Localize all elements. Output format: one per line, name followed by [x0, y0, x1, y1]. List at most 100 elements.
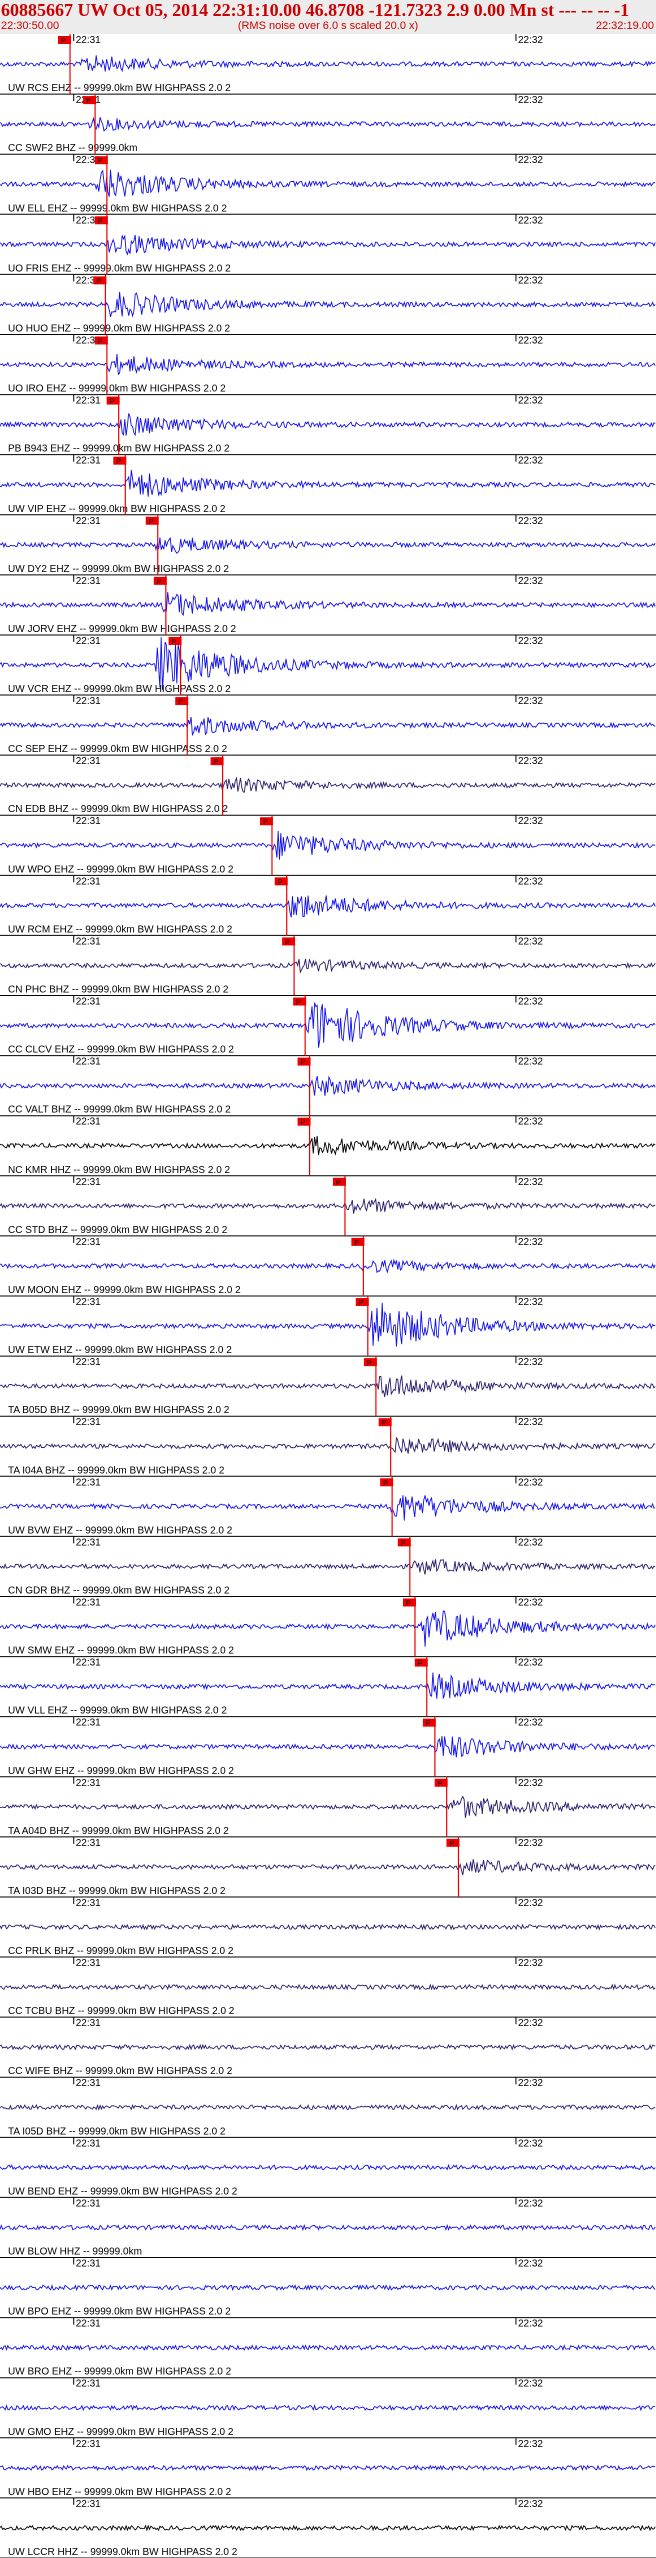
start-time-label: 22:30:50.00	[1, 20, 60, 32]
station-label: UW BLOW HHZ -- 99999.0km	[8, 2247, 142, 2258]
station-label: NC KMR HHZ -- 99999.0km BW HIGHPASS 2.0 …	[8, 1165, 231, 1176]
tick-label: 22:32	[518, 1898, 543, 1909]
trace-row: 22:31 22:32 UW BPO EHZ -- 99999.0km BW HIG…	[0, 2257, 656, 2319]
trace-row: 22:31 22:32 UO HUO EHZ -- 99999.0km BW HIG…	[0, 274, 656, 335]
tick-label: 22:32	[518, 2379, 543, 2390]
waveform	[0, 2404, 656, 2412]
pick-flag	[259, 817, 273, 826]
tick-label: 22:31	[76, 2259, 101, 2270]
pick-label: P	[301, 1060, 306, 1067]
trace-row: 22:31 22:32 NC KMR HHZ -- 99999.0km BW HIG…	[0, 1115, 656, 1177]
tick-label: 22:31	[76, 1898, 101, 1909]
station-label: CC SWF2 BHZ -- 99999.0km	[8, 143, 137, 154]
tick-label: 22:32	[518, 1297, 543, 1308]
tick-label: 22:31	[76, 2078, 101, 2089]
waveform	[0, 1135, 656, 1156]
pick-label: P	[296, 1000, 301, 1007]
pick-flag	[434, 1778, 448, 1787]
pick-flag	[282, 937, 296, 946]
station-label: TA B05D BHZ -- 99999.0km BW HIGHPASS 2.0…	[8, 1405, 230, 1416]
tick-label: 22:32	[518, 2259, 543, 2270]
tick-label: 22:31	[76, 1778, 101, 1789]
pick-flag	[297, 1117, 311, 1126]
pick-label: P	[285, 939, 290, 946]
waveform	[0, 1197, 656, 1214]
tick-label: 22:31	[76, 1057, 101, 1068]
station-label: CC CLCV EHZ -- 99999.0km BW HIGHPASS 2.0…	[8, 1045, 234, 1056]
waveform	[0, 1923, 656, 1931]
pick-flag	[94, 216, 108, 225]
pick-label: P	[96, 278, 101, 285]
station-label: UW ELL EHZ -- 99999.0km BW HIGHPASS 2.0 …	[8, 203, 227, 214]
station-label: CN PHC BHZ -- 99999.0km BW HIGHPASS 2.0 …	[8, 985, 229, 996]
tick-label: 22:32	[518, 456, 543, 467]
tick-label: 22:31	[76, 1177, 101, 1188]
station-label: CC SEP EHZ -- 99999.0km BW HIGHPASS 2.0 …	[8, 744, 228, 755]
trace-row: 22:31 22:32 CC WIFE BHZ -- 99999.0km BW HI…	[0, 2017, 656, 2078]
pick-flag	[145, 516, 159, 525]
tick-label: 22:32	[518, 576, 543, 587]
tick-label: 22:31	[76, 696, 101, 707]
trace-row: 22:31 22:32 TA B05D BHZ -- 99999.0km BW HI…	[0, 1356, 656, 1417]
seismogram-plot: 22:31 22:32 UW RCS EHZ -- 99999.0km BW HIG…	[0, 34, 656, 2558]
pick-flag	[363, 1358, 377, 1367]
waveform	[0, 1375, 656, 1398]
station-label: UW BVW EHZ -- 99999.0km BW HIGHPASS 2.0 …	[8, 1525, 233, 1536]
station-label: UO FRIS EHZ -- 99999.0km BW HIGHPASS 2.0…	[8, 263, 231, 274]
tick-label: 22:32	[518, 636, 543, 647]
trace-row: 22:31 22:32 TA A04D BHZ -- 99999.0km BW HI…	[0, 1776, 656, 1838]
tick-label: 22:31	[76, 2198, 101, 2209]
trace-row: 22:31 22:32 UW WPO EHZ -- 99999.0km BW HIG…	[0, 815, 656, 876]
trace-row: 22:31 22:32 UW GMO EHZ -- 99999.0km BW HIG…	[0, 2377, 656, 2439]
station-label: CC PRLK BHZ -- 99999.0km BW HIGHPASS 2.0…	[8, 1946, 234, 1957]
waveform	[0, 1437, 656, 1454]
station-label: UW ETW EHZ -- 99999.0km BW HIGHPASS 2.0 …	[8, 1345, 232, 1356]
trace-row: 22:31 22:32 CN EDB BHZ -- 99999.0km BW HIG…	[0, 755, 656, 816]
trace-row: 22:31 22:32 UW BEND EHZ -- 99999.0km BW HI…	[0, 2137, 656, 2198]
tick-label: 22:32	[518, 1417, 543, 1428]
waveform	[0, 2284, 656, 2292]
waveform	[0, 1983, 656, 1991]
trace-row: 22:31 22:32 UO IRO EHZ -- 99999.0km BW HIG…	[0, 334, 656, 396]
pick-flag	[210, 757, 224, 766]
tick-label: 22:32	[518, 696, 543, 707]
waveform	[0, 1002, 656, 1048]
pick-flag	[351, 1237, 365, 1246]
waveform	[0, 536, 656, 554]
pick-flag	[297, 1057, 311, 1066]
waveform	[0, 1859, 656, 1876]
tick-label: 22:32	[518, 1117, 543, 1128]
pick-label: P	[263, 819, 268, 826]
trace-row: 22:31 22:32 UW LCCR HHZ -- 99999.0km BW HI…	[0, 2497, 656, 2558]
trace-row: 22:31 22:32 UW ETW EHZ -- 99999.0km BW HIG…	[0, 1296, 656, 1357]
trace-row: 22:31 22:32 TA I04A BHZ -- 99999.0km BW HI…	[0, 1416, 656, 1477]
trace-row: 22:31 22:32 CN PHC BHZ -- 99999.0km BW HIG…	[0, 935, 656, 997]
tick-label: 22:31	[76, 1117, 101, 1128]
trace-row: 22:31 22:32 CC STD BHZ -- 99999.0km BW HIG…	[0, 1175, 656, 1237]
station-label: UW GHW EHZ -- 99999.0km BW HIGHPASS 2.0 …	[8, 1766, 234, 1777]
tick-label: 22:32	[518, 997, 543, 1008]
pick-flag	[446, 1838, 460, 1847]
trace-row: 22:31 22:32 UW RCM EHZ -- 99999.0km BW HIG…	[0, 875, 656, 936]
station-label: UW VCR EHZ -- 99999.0km BW HIGHPASS 2.0 …	[8, 684, 231, 695]
station-label: UO HUO EHZ -- 99999.0km BW HIGHPASS 2.0 …	[8, 323, 231, 334]
tick-label: 22:32	[518, 396, 543, 407]
waveform	[0, 716, 656, 737]
station-label: CC TCBU BHZ -- 99999.0km BW HIGHPASS 2.0…	[8, 2006, 235, 2017]
tick-label: 22:31	[76, 516, 101, 527]
tick-label: 22:32	[518, 516, 543, 527]
tick-label: 22:32	[518, 1778, 543, 1789]
pick-label: P	[426, 1721, 431, 1728]
pick-label: P	[178, 699, 183, 706]
pick-flag	[94, 156, 108, 165]
pick-label: P	[418, 1661, 423, 1668]
trace-row: 22:31 22:32 CN GDR BHZ -- 99999.0km BW HIG…	[0, 1536, 656, 1597]
pick-flag	[402, 1598, 416, 1607]
trace-row: 22:31 22:32 TA I03D BHZ -- 99999.0km BW HI…	[0, 1836, 656, 1898]
station-label: CN GDR BHZ -- 99999.0km BW HIGHPASS 2.0 …	[8, 1585, 230, 1596]
tick-label: 22:32	[518, 1177, 543, 1188]
pick-label: P	[383, 1480, 388, 1487]
station-label: UW SMW EHZ -- 99999.0km BW HIGHPASS 2.0 …	[8, 1646, 234, 1657]
trace-row: 22:31 22:32 CC PRLK BHZ -- 99999.0km BW HI…	[0, 1896, 656, 1958]
trace-row: 22:31 22:32 UW JORV EHZ -- 99999.0km BW HI…	[0, 574, 656, 636]
